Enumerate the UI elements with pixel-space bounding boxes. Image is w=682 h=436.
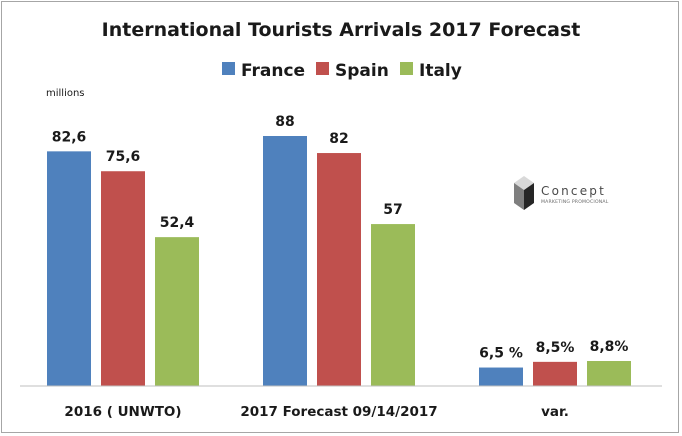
bar-france-2 xyxy=(479,367,523,386)
bar-spain-1 xyxy=(317,153,361,386)
legend-swatch-france xyxy=(222,62,235,75)
cube-icon xyxy=(514,176,534,210)
legend-swatch-italy xyxy=(400,62,413,75)
x-tick-label-1: 2017 Forecast 09/14/2017 xyxy=(240,404,437,420)
bar-spain-0 xyxy=(101,171,145,386)
legend: France Spain Italy xyxy=(222,61,462,81)
data-label-italy-1: 57 xyxy=(383,202,402,218)
bar-france-1 xyxy=(263,136,307,386)
concept-logo: Concept MARKETING PROMOCIONAL xyxy=(514,176,609,210)
x-tick-label-2: var. xyxy=(541,404,569,420)
data-label-spain-0: 75,6 xyxy=(106,149,141,165)
bar-spain-2 xyxy=(533,361,577,386)
data-label-italy-0: 52,4 xyxy=(160,215,195,231)
logo-name: Concept xyxy=(541,184,606,198)
x-tick-label-0: 2016 ( UNWTO) xyxy=(64,404,181,420)
bar-france-0 xyxy=(47,151,91,386)
logo-tagline: MARKETING PROMOCIONAL xyxy=(541,199,609,205)
bar-italy-0 xyxy=(155,237,199,386)
bar-italy-1 xyxy=(371,224,415,386)
data-label-france-1: 88 xyxy=(275,114,294,130)
bar-italy-2 xyxy=(587,361,631,386)
data-label-france-0: 82,6 xyxy=(52,129,87,145)
data-label-italy-2: 8,8% xyxy=(590,339,629,355)
legend-label-france: France xyxy=(241,61,305,81)
bars-group xyxy=(47,136,631,386)
data-labels-group: 82,6 75,6 52,4 88 82 57 6,5 % 8,5% 8,8% xyxy=(52,114,629,362)
data-label-france-2: 6,5 % xyxy=(479,346,523,362)
data-label-spain-2: 8,5% xyxy=(536,340,575,356)
legend-label-spain: Spain xyxy=(335,61,389,81)
chart-title: International Tourists Arrivals 2017 For… xyxy=(102,19,581,41)
data-label-spain-1: 82 xyxy=(329,131,348,147)
legend-label-italy: Italy xyxy=(419,61,462,81)
x-tick-labels: 2016 ( UNWTO) 2017 Forecast 09/14/2017 var… xyxy=(64,404,568,420)
legend-swatch-spain xyxy=(316,62,329,75)
unit-label: millions xyxy=(46,88,85,99)
